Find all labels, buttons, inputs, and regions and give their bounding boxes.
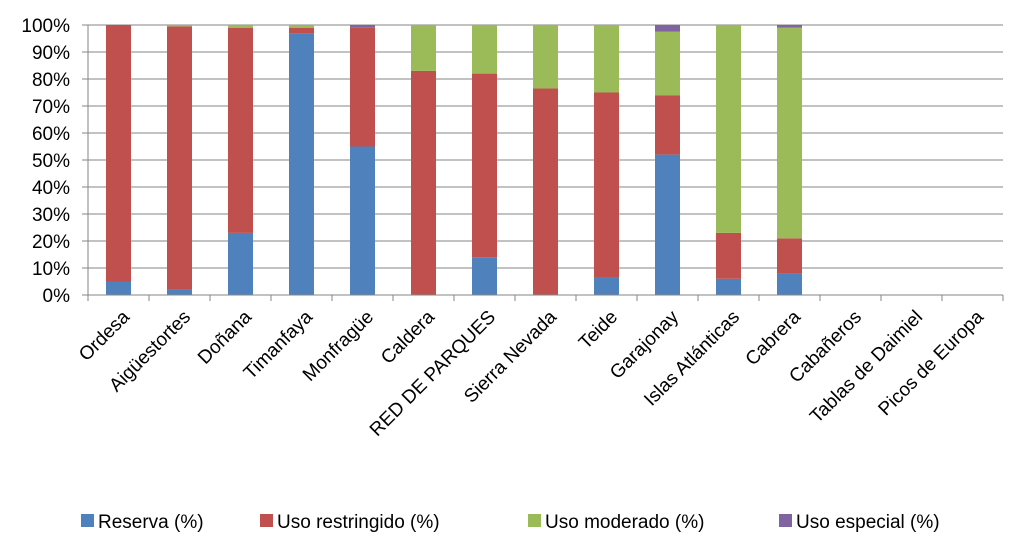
bar-segment <box>716 278 741 295</box>
legend-label: Uso especial (%) <box>796 512 940 533</box>
bar-segment <box>411 70 436 296</box>
x-category-label: Picos de Europa <box>875 306 989 420</box>
bar-segment <box>655 154 680 295</box>
y-tick-label: 70% <box>32 97 70 118</box>
y-tick-label: 30% <box>32 205 70 226</box>
y-tick-label: 0% <box>43 286 71 307</box>
x-category-label: Ordesa <box>75 306 134 365</box>
bar-segment <box>472 25 497 74</box>
bar-segment <box>228 232 253 295</box>
legend-swatch <box>260 514 273 527</box>
bar-segment <box>472 73 497 258</box>
bar-segment <box>167 26 192 290</box>
legend-swatch <box>81 514 94 527</box>
bar-segment <box>655 25 680 32</box>
bar-segment <box>350 25 375 28</box>
x-category-label: Doñana <box>194 306 256 368</box>
bar-segment <box>716 25 741 233</box>
bar-segment <box>777 25 802 28</box>
y-tick-label: 10% <box>32 259 70 280</box>
axes <box>87 25 1004 301</box>
legend-swatch <box>528 514 541 527</box>
legend-label: Uso restringido (%) <box>277 512 440 533</box>
bar-segment <box>106 25 131 282</box>
bar-segment <box>777 238 802 274</box>
y-axis-tick-labels: 0% 10% 20% 30% 40% 50% 60% 70% 80% 90% 100% <box>21 16 70 307</box>
bar-segment <box>289 27 314 34</box>
bar-segment <box>533 88 558 295</box>
bar-segment <box>350 146 375 295</box>
bar-segment <box>777 273 802 295</box>
x-category-label: Tablas de Daimiel <box>806 307 927 428</box>
bar-segment <box>167 289 192 295</box>
bar-segment <box>289 33 314 295</box>
bar-segment <box>106 281 131 295</box>
legend-label: Uso moderado (%) <box>545 512 704 533</box>
bar-segment <box>472 257 497 295</box>
legend: Reserva (%) Uso restringido (%) Uso modera… <box>81 512 940 533</box>
bar-segment <box>228 27 253 233</box>
y-tick-label: 90% <box>32 43 70 64</box>
legend-label: Reserva (%) <box>98 512 204 533</box>
bar-segment <box>594 277 619 295</box>
y-tick-label: 20% <box>32 232 70 253</box>
x-category-label: Cabrera <box>742 306 806 370</box>
bar-segment <box>716 232 741 279</box>
bar-segment <box>167 25 192 27</box>
y-tick-label: 60% <box>32 124 70 145</box>
y-tick-label: 50% <box>32 151 70 172</box>
bar-segment <box>533 25 558 89</box>
bar-segment <box>655 95 680 155</box>
y-tick-label: 80% <box>32 70 70 91</box>
bar-segment <box>289 25 314 28</box>
y-tick-label: 40% <box>32 178 70 199</box>
bar-segment <box>594 92 619 278</box>
bars <box>106 25 802 296</box>
bar-segment <box>655 31 680 96</box>
bar-segment <box>411 25 436 71</box>
bar-segment <box>228 25 253 28</box>
x-category-label: Caldera <box>377 306 439 368</box>
y-tick-label: 100% <box>21 16 70 37</box>
bar-segment <box>594 25 619 93</box>
x-category-label: Teide <box>575 307 622 354</box>
legend-swatch <box>779 514 792 527</box>
bar-segment <box>777 27 802 239</box>
bar-segment <box>350 27 375 147</box>
